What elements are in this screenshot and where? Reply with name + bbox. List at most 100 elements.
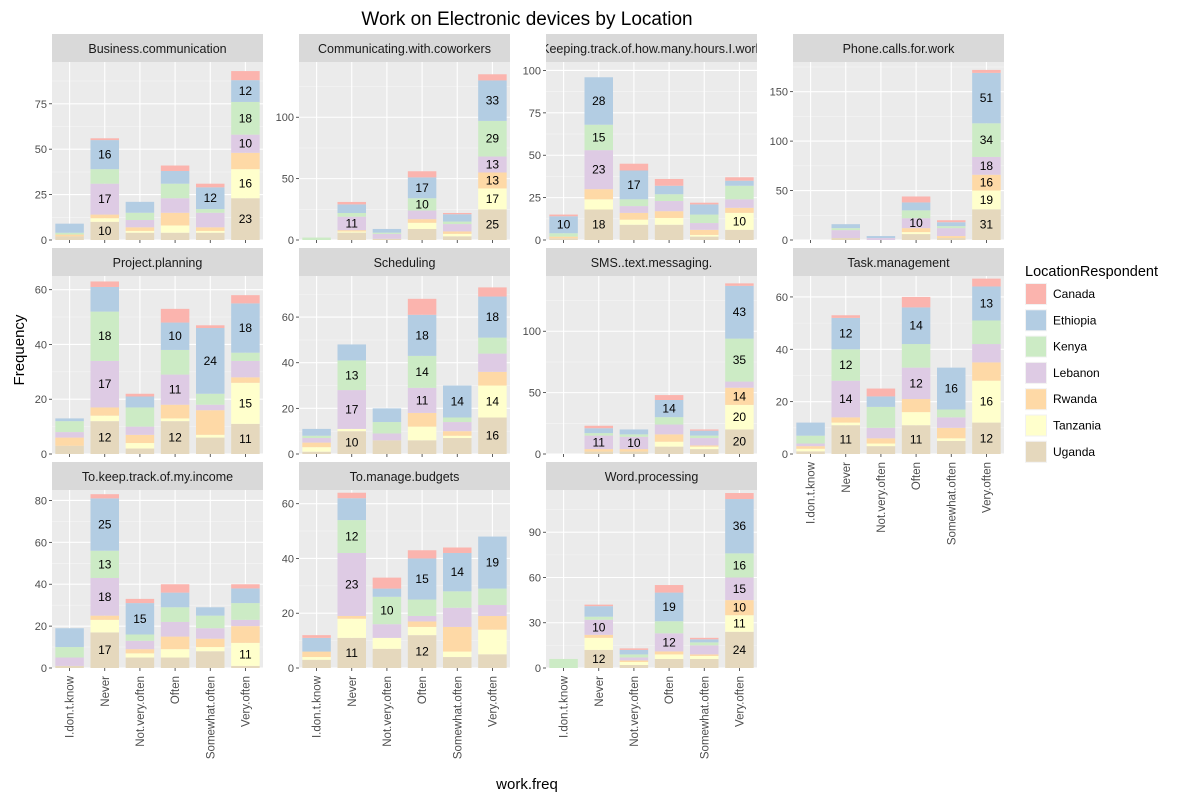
- bar-segment-lebanon-not-very-often: [866, 427, 896, 439]
- bar-segment-tanzania-somewhat-often: [443, 651, 472, 658]
- legend-swatch-ethiopia: [1026, 310, 1046, 331]
- bar-segment-canada-never: [337, 201, 366, 205]
- bar-segment-ethiopia-never: [90, 286, 119, 312]
- bar-segment-canada-never: [90, 281, 119, 287]
- data-label: 13: [345, 368, 359, 382]
- x-tick-label-somewhat-often: Somewhat.often: [205, 676, 217, 759]
- bar-segment-uganda-often: [654, 446, 684, 454]
- bar-segment-kenya-often: [901, 210, 931, 219]
- panel-to-manage-budgets: To.manage.budgets 0 20 40 60 11 23 12 10 12 15 14 19: [282, 462, 510, 675]
- bar-segment-uganda-never: [90, 421, 119, 454]
- panel-word-processing: Word.processing 0 30 60 90 12 10 12 19 24 11 10 15 16…: [529, 462, 757, 675]
- bar-segment-canada-often: [160, 165, 190, 171]
- bar-segment-kenya-not-very-often: [866, 406, 896, 428]
- bar-segment-kenya-i-don-t-know: [55, 232, 84, 235]
- bar-segment-canada-not-very-often: [619, 163, 649, 171]
- bar-segment-uganda-somewhat-often: [443, 657, 472, 668]
- bar-segment-ethiopia-not-very-often: [619, 429, 649, 435]
- data-label: 43: [733, 305, 747, 319]
- data-label: 51: [980, 91, 994, 105]
- bar-segment-ethiopia-never: [90, 140, 119, 170]
- bar-segment-rwanda-somewhat-often: [443, 431, 472, 436]
- data-label: 12: [909, 376, 923, 390]
- bar-segment-uganda-very-often: [231, 423, 260, 454]
- data-label: 18: [980, 159, 994, 173]
- bar-segment-kenya-very-often: [231, 603, 260, 620]
- bar-segment-canada-somewhat-often: [196, 325, 225, 329]
- data-label: 14: [451, 395, 465, 409]
- bar-segment-ethiopia-not-very-often: [866, 396, 896, 407]
- panel-phone-calls-for-work: Phone.calls.for.work 0 50 100 150 10 31 19 16 18 3…: [770, 34, 1004, 247]
- legend-label-rwanda: Rwanda: [1053, 392, 1097, 406]
- bar-segment-tanzania-often: [160, 649, 190, 658]
- y-tick-label: 0: [535, 449, 541, 461]
- panel-title: Phone.calls.for.work: [843, 42, 956, 56]
- bar-segment-uganda-often: [160, 421, 190, 454]
- bar-segment-uganda-often: [407, 440, 437, 454]
- bar-segment-rwanda-not-very-often: [866, 438, 896, 444]
- bar-segment-uganda-never: [90, 632, 119, 668]
- bar-segment-ethiopia-not-very-often: [619, 649, 649, 655]
- bar-segment-ethiopia-never: [831, 317, 860, 350]
- data-label: 14: [415, 365, 429, 379]
- bar-segment-tanzania-very-often: [725, 404, 754, 430]
- bar-segment-lebanon-often: [654, 424, 684, 435]
- panel-title: Communicating.with.coworkers: [318, 42, 491, 56]
- bar-segment-canada-somewhat-often: [443, 212, 472, 215]
- bar-segment-uganda-not-very-often: [866, 446, 896, 454]
- bar-segment-uganda-never: [584, 209, 613, 240]
- bar-segment-ethiopia-somewhat-often: [196, 607, 225, 616]
- x-tick-label-i-don-t-know: I.don.t.know: [65, 675, 77, 738]
- y-tick-label: 30: [529, 618, 541, 630]
- bar-segment-tanzania-not-very-often: [125, 653, 155, 658]
- data-label: 10: [592, 620, 606, 634]
- bar-segment-uganda-somewhat-often: [196, 651, 225, 668]
- bar-segment-uganda-very-often: [972, 422, 1001, 454]
- bar-segment-ethiopia-very-often: [478, 296, 507, 338]
- bar-segment-uganda-i-don-t-know: [55, 445, 84, 454]
- x-tick-label-not-very-often: Not.very.often: [876, 462, 888, 533]
- bar-segment-lebanon-often: [407, 210, 437, 220]
- bar-segment-tanzania-often: [901, 412, 931, 426]
- y-tick-label: 50: [776, 186, 788, 198]
- bar-segment-ethiopia-somewhat-often: [690, 204, 719, 215]
- bar-segment-ethiopia-often: [407, 558, 437, 600]
- bar-segment-lebanon-very-often: [478, 156, 507, 173]
- y-tick-label: 60: [282, 499, 294, 511]
- bar-segment-ethiopia-never: [584, 77, 613, 125]
- data-label: 16: [486, 429, 500, 443]
- bar-segment-ethiopia-somewhat-often: [443, 214, 472, 222]
- panel-strip: [546, 34, 757, 62]
- bar-segment-lebanon-somewhat-often: [690, 438, 719, 446]
- bar-segment-lebanon-often: [407, 387, 437, 413]
- bar-segment-kenya-somewhat-often: [196, 615, 225, 629]
- bar-segment-uganda-somewhat-often: [443, 236, 472, 240]
- bar-segment-kenya-very-often: [972, 123, 1001, 157]
- bar-segment-uganda-often: [407, 228, 437, 240]
- bar-segment-rwanda-i-don-t-know: [302, 651, 331, 658]
- bar-segment-uganda-somewhat-often: [690, 658, 719, 668]
- data-label: 35: [733, 353, 747, 367]
- bar-segment-rwanda-very-often: [725, 207, 754, 213]
- bar-segment-rwanda-i-don-t-know: [55, 234, 84, 237]
- y-tick-label: 20: [35, 621, 47, 633]
- bar-segment-uganda-very-often: [231, 665, 260, 668]
- bar-segment-uganda-somewhat-often: [690, 236, 719, 240]
- bar-segment-canada-somewhat-often: [196, 183, 225, 188]
- bar-segment-uganda-never: [337, 637, 366, 668]
- bar-segment-uganda-often: [407, 635, 437, 668]
- panel-keeping-track-of-how-many-hours-i-work: Keeping.track.of.how.many.hours.I.work 0 2…: [523, 34, 757, 247]
- bar-segment-ethiopia-i-don-t-know: [55, 628, 84, 648]
- bar-segment-uganda-somewhat-often: [443, 438, 472, 454]
- legend-swatch-kenya: [1026, 336, 1046, 357]
- y-tick-label: 0: [41, 449, 47, 461]
- panel-strip: [793, 248, 1004, 276]
- bar-segment-uganda-not-very-often: [619, 451, 649, 454]
- bar-segment-ethiopia-never: [337, 344, 366, 361]
- y-tick-label: 60: [282, 312, 294, 324]
- panel-strip: [793, 34, 1004, 62]
- panel-strip: [52, 34, 263, 62]
- plot-background: [299, 276, 510, 454]
- bar-segment-rwanda-never: [90, 214, 119, 219]
- bar-segment-kenya-never: [337, 360, 366, 391]
